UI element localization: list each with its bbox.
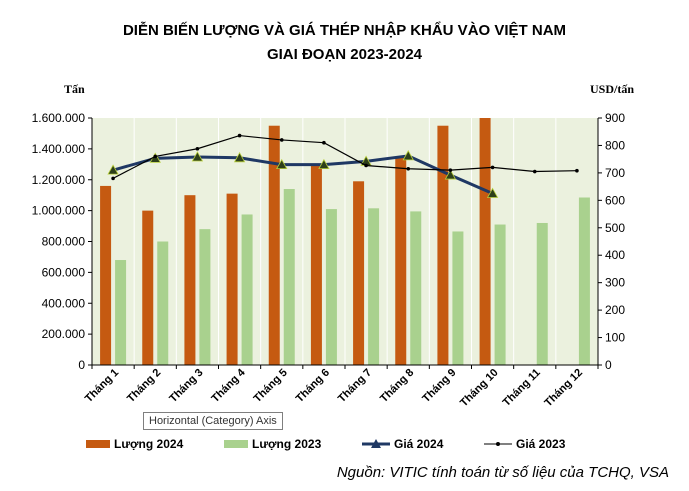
point-gia-2024-10: [486, 187, 499, 198]
bar-lượng-2024-5: [268, 125, 280, 365]
point-gia-2023-3: [195, 146, 200, 151]
legend-item-gia-2023[interactable]: Giá 2023: [484, 437, 565, 451]
x-tick-label: Tháng 2: [125, 367, 163, 405]
legend-swatch-icon: [86, 440, 110, 448]
chart-title-line1: DIỄN BIẾN LƯỢNG VÀ GIÁ THÉP NHẬP KHẨU VÀ…: [122, 22, 567, 39]
right-tick-label: 200: [605, 303, 625, 317]
legend-label: Giá 2023: [516, 437, 566, 451]
line-giá-2023: [112, 134, 577, 179]
point-gia-2023-12: [575, 168, 579, 173]
x-tick-label: Tháng 1: [83, 367, 121, 405]
chart-title-line2: GIAI ĐOẠN 2023-2024: [266, 46, 423, 63]
x-tick-label: Tháng 6: [294, 367, 332, 405]
right-axis-unit: USD/tấn: [590, 82, 635, 96]
x-tick-label: Tháng 12: [542, 367, 585, 410]
point-gia-2023-11: [532, 169, 537, 174]
bar-lượng-2024-7: [353, 181, 365, 365]
right-tick-label: 100: [605, 331, 625, 345]
point-gia-2023-8: [406, 166, 411, 171]
bar-lượng-2023-6: [325, 209, 337, 365]
point-gia-2024-9: [444, 169, 457, 180]
right-tick-label: 700: [605, 166, 625, 180]
bar-lượng-2024-4: [226, 193, 238, 365]
point-gia-2023-2: [153, 154, 158, 159]
x-tick-label: Tháng 7: [336, 367, 374, 405]
x-tick-label: Tháng 8: [378, 367, 416, 405]
right-tick-label: 900: [605, 111, 625, 125]
right-tick-label: 0: [605, 358, 612, 372]
point-gia-2023-6: [322, 140, 326, 145]
point-gia-2023-10: [490, 165, 495, 170]
left-tick-label: 800.000: [42, 235, 86, 249]
line-giá-2024: [112, 154, 494, 195]
right-tick-label: 500: [605, 221, 625, 235]
legend-line-dot-icon: [484, 442, 512, 446]
bar-lượng-2023-11: [536, 222, 548, 365]
point-gia-2023-9: [448, 168, 453, 172]
bar-lượng-2023-2: [157, 241, 169, 365]
point-gia-2023-7: [364, 163, 368, 168]
point-gia-2024-4: [233, 151, 246, 163]
bar-lượng-2024-2: [142, 210, 154, 365]
point-gia-2024-1: [107, 164, 119, 175]
left-tick-label: 1.000.000: [32, 204, 86, 218]
left-tick-label: 400.000: [42, 296, 86, 310]
legend-label: Giá 2024: [394, 437, 444, 451]
right-tick-label: 400: [605, 248, 625, 262]
left-tick-label: 0: [78, 358, 85, 372]
left-tick-label: 1.600.000: [32, 111, 86, 125]
right-tick-label: 800: [605, 138, 625, 152]
legend-label: Lượng 2024: [114, 437, 184, 451]
x-tick-label: Tháng 5: [252, 367, 290, 405]
right-tick-label: 300: [605, 276, 625, 290]
bar-lượng-2024-9: [437, 125, 449, 365]
x-tick-label: Tháng 4: [209, 366, 248, 405]
left-tick-label: 600.000: [42, 265, 86, 279]
point-gia-2024-8: [402, 150, 414, 161]
left-tick-label: 200.000: [42, 327, 86, 341]
x-tick-label: Tháng 10: [458, 367, 501, 410]
x-tick-label: Tháng 9: [420, 367, 458, 405]
bar-lượng-2024-6: [310, 165, 322, 365]
price-lines: [107, 133, 579, 198]
source-note: Nguồn: VITIC tính toán từ số liệu của TC…: [336, 464, 669, 481]
bar-lượng-2023-5: [283, 189, 295, 365]
bar-lượng-2024-1: [100, 185, 112, 365]
x-tick-label: Tháng 3: [167, 367, 205, 405]
legend-label: Lượng 2023: [252, 437, 322, 451]
point-gia-2023-4: [237, 133, 242, 138]
bar-lượng-2024-8: [395, 156, 407, 365]
bar-lượng-2023-3: [199, 229, 211, 365]
point-gia-2023-1: [111, 176, 115, 181]
legend-item-luong-2024[interactable]: Lượng 2024: [86, 437, 183, 451]
bar-lượng-2023-7: [368, 208, 380, 365]
legend-swatch-icon: [224, 440, 248, 448]
bar-lượng-2024-3: [184, 195, 196, 365]
x-tick-label: Tháng 11: [501, 367, 543, 409]
point-gia-2024-5: [276, 158, 288, 170]
legend-item-luong-2023[interactable]: Lượng 2023: [224, 437, 321, 451]
bars: [100, 118, 590, 365]
bar-lượng-2024-10: [479, 118, 491, 365]
left-tick-label: 1.400.000: [32, 142, 86, 156]
bar-lượng-2023-4: [241, 214, 253, 365]
gridlines: [133, 118, 557, 365]
bar-lượng-2023-9: [452, 231, 464, 365]
left-tick-label: 1.200.000: [32, 173, 86, 187]
right-tick-label: 600: [605, 193, 625, 207]
bar-lượng-2023-8: [410, 211, 422, 365]
bar-lượng-2023-12: [578, 197, 590, 365]
point-gia-2024-6: [318, 158, 330, 170]
bar-lượng-2023-1: [115, 260, 127, 365]
legend-line-triangle-icon: [362, 439, 390, 448]
legend-item-gia-2024[interactable]: Giá 2024: [362, 437, 443, 451]
axis-tooltip: Horizontal (Category) Axis: [143, 412, 283, 430]
bar-lượng-2023-10: [494, 224, 506, 365]
point-gia-2024-3: [191, 151, 204, 162]
point-gia-2023-5: [279, 138, 284, 142]
left-axis-unit: Tấn: [64, 82, 85, 96]
